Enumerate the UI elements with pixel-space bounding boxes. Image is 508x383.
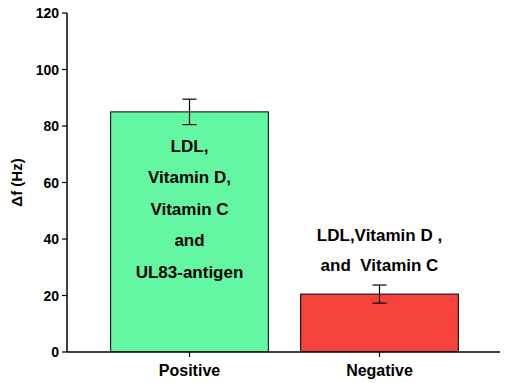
- y-tick-label: 120: [36, 5, 60, 21]
- error-cap: [183, 99, 197, 100]
- bar: [111, 112, 269, 352]
- bar-text: LDL,Vitamin D ,: [317, 226, 442, 245]
- bar: [301, 294, 459, 352]
- bar-text: UL83-antigen: [136, 263, 244, 282]
- error-line: [189, 99, 190, 124]
- error-bar: [183, 99, 197, 124]
- error-line: [379, 285, 380, 303]
- bar-text: Vitamin C: [150, 200, 228, 219]
- bar-text: LDL,: [171, 137, 209, 156]
- y-tick: [62, 238, 67, 239]
- y-tick-label: 100: [36, 62, 60, 78]
- y-tick: [62, 351, 67, 352]
- y-tick: [62, 295, 67, 296]
- y-tick-label: 60: [43, 175, 59, 191]
- bar-text: Vitamin D,: [148, 168, 231, 187]
- error-bar: [373, 285, 387, 303]
- bar-text: and Vitamin C: [321, 256, 439, 275]
- x-tick: [379, 352, 380, 357]
- y-tick: [62, 12, 67, 13]
- error-cap: [183, 124, 197, 125]
- chart: 0 20 40 60 80 100 120 Positive Negative Δf (Hz) LD…: [0, 0, 508, 383]
- y-tick-label: 0: [51, 344, 59, 360]
- y-tick: [62, 125, 67, 126]
- y-tick-label: 20: [43, 288, 59, 304]
- x-axis: [67, 351, 500, 353]
- x-tick-label: Negative: [346, 362, 413, 379]
- y-tick: [62, 69, 67, 70]
- x-tick-label: Positive: [159, 362, 220, 379]
- error-cap: [373, 284, 387, 285]
- y-axis-label: Δf (Hz): [8, 158, 25, 206]
- y-tick-label: 40: [43, 231, 59, 247]
- y-tick-label: 80: [43, 118, 59, 134]
- x-tick: [189, 352, 190, 357]
- bar-text: and: [174, 231, 204, 250]
- y-tick: [62, 182, 67, 183]
- error-cap: [373, 303, 387, 304]
- plot-area: [111, 99, 459, 352]
